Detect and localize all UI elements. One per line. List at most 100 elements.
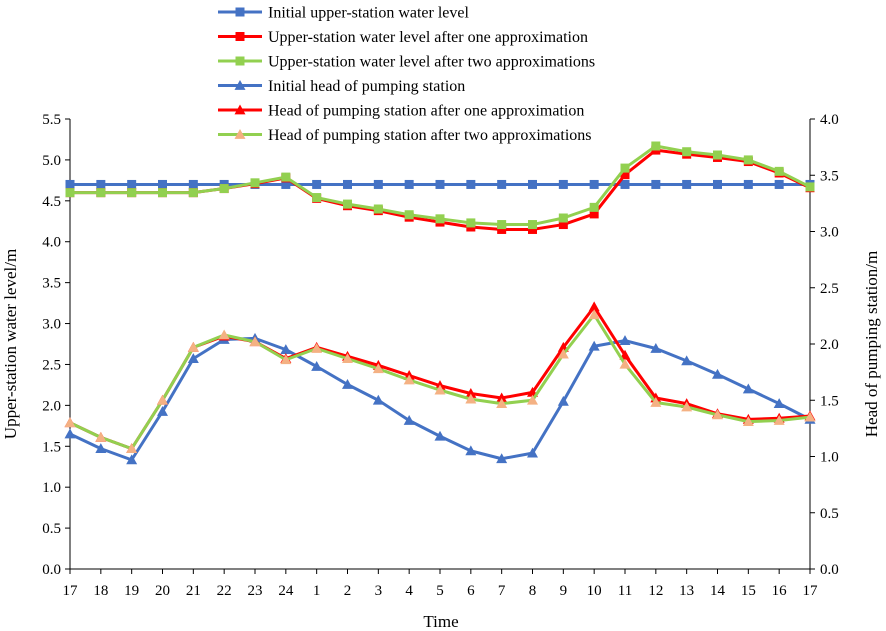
data-point [497,179,507,189]
data-point [496,392,508,403]
data-point [465,393,477,404]
data-point [342,353,353,364]
data-point [773,415,785,425]
x-axis-title: Time [423,612,458,631]
data-point [620,179,630,189]
legend-label: Upper-station water level after one appr… [268,29,588,46]
y-left-tick-label: 4.5 [42,194,61,210]
data-point [681,355,693,366]
x-tick-label: 12 [648,583,663,599]
legend-label: Upper-station water level after two appr… [268,54,595,71]
x-tick-label: 17 [803,583,819,599]
data-point [496,453,508,464]
x-tick-label: 8 [529,583,537,599]
data-point [465,445,477,456]
x-tick-label: 21 [186,583,201,599]
data-point [651,179,661,189]
legend-label: Head of pumping station after two approx… [268,127,591,144]
data-point [743,179,753,189]
data-point [280,354,292,365]
legend-marker [234,129,246,139]
data-point [188,188,198,198]
legend-marker [235,7,245,17]
data-point [187,341,199,352]
data-point [558,213,568,223]
data-point [713,179,722,189]
legend-marker [234,104,246,115]
data-point [742,416,754,427]
data-point [403,374,415,385]
data-point [64,428,76,439]
data-point [712,409,723,420]
legend-label: Head of pumping station after one approx… [268,103,584,120]
data-point [157,406,168,416]
data-point [157,394,168,405]
data-point [527,447,538,458]
data-point [404,210,414,220]
data-point [187,353,199,364]
x-tick-label: 1 [313,583,321,599]
data-point [373,179,383,189]
data-point [528,179,537,189]
data-point [589,179,599,189]
legend-item-6: Head of pumping station after two approx… [218,127,591,144]
data-point [95,443,107,454]
data-point [558,179,568,189]
data-point [312,193,322,203]
x-tick-label: 17 [63,583,79,599]
y-right-tick-label: 3.0 [820,225,839,241]
y-right-tick-label: 0.5 [820,506,839,522]
legend-marker [235,56,245,66]
data-point [280,344,292,355]
legend-item-1: Initial upper-station water level [218,5,469,22]
x-tick-label: 11 [618,583,632,599]
data-point [466,218,476,228]
y-left-tick-label: 0.0 [42,562,61,578]
x-tick-label: 19 [124,583,139,599]
data-point [682,179,692,189]
data-point [342,379,353,389]
y-left-tick-label: 1.5 [42,439,61,455]
data-point [158,188,167,198]
axes: 0.0 0.5 1.0 1.5 2.0 2.5 3.0 3.5 4.0 4.5 5.0 5.5 0.0 0… [42,112,839,599]
x-tick-label: 24 [278,583,294,599]
legend-item-5: Head of pumping station after one approx… [218,103,584,120]
data-point [619,335,631,346]
x-tick-label: 20 [155,583,170,599]
y-left-tick-label: 1.0 [42,480,61,496]
y-left-tick-label: 2.0 [42,398,61,414]
data-point [650,343,662,353]
legend-item-3: Upper-station water level after two appr… [218,54,595,71]
legend-item-2: Upper-station water level after one appr… [218,29,588,46]
data-point [774,166,784,176]
y-left-tick-label: 5.0 [42,153,61,169]
data-point [188,179,198,189]
data-point [249,336,261,347]
data-point [127,179,137,189]
x-tick-label: 5 [436,583,444,599]
data-point [343,199,352,209]
data-point [527,394,538,405]
data-point [743,155,753,165]
x-tick-label: 10 [587,583,602,599]
data-point [372,363,384,374]
x-tick-label: 16 [772,583,788,599]
data-point [126,443,138,454]
data-point [620,163,630,173]
data-point [620,170,630,180]
data-point [712,368,723,379]
data-point [219,184,229,194]
data-point [96,188,106,198]
data-point [281,179,291,189]
series-6 [64,309,816,454]
data-point [681,401,693,412]
data-point [311,361,323,371]
data-point [64,417,76,428]
data-point [773,398,785,409]
x-tick-label: 22 [217,583,232,599]
data-point [805,182,815,192]
series-3 [65,141,815,230]
data-point [65,179,75,189]
legend-label: Initial upper-station water level [268,5,469,22]
